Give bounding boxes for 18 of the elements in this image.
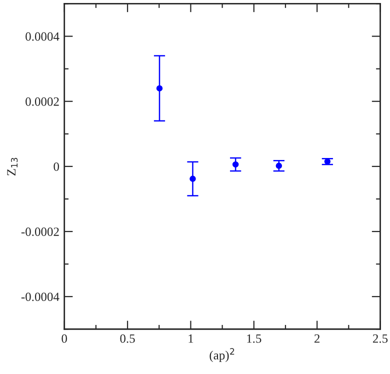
- x-tick-label: 0.5: [120, 334, 135, 343]
- y-tick-label: 0.0004: [26, 32, 60, 41]
- point: [190, 176, 196, 182]
- point: [232, 161, 239, 168]
- x-tick-label: 1: [188, 334, 194, 343]
- y-tick-label: 0: [54, 162, 60, 171]
- y-tick-label: -0.0002: [21, 228, 59, 236]
- y-tick-label: 0.0002: [26, 97, 59, 106]
- y-axis-title: Z$_{13}$: [7, 158, 18, 176]
- x-tick-label: 2: [314, 334, 320, 343]
- point: [276, 162, 282, 169]
- x-axis-title: (ap)$^{2}$: [210, 348, 234, 362]
- point: [324, 158, 331, 165]
- x-tick-label: 1.5: [247, 334, 262, 343]
- point: [156, 85, 163, 92]
- y-tick-label: -0.0004: [21, 292, 60, 302]
- x-tick-label: 2.5: [372, 334, 388, 343]
- x-tick-label: 0: [62, 334, 67, 343]
